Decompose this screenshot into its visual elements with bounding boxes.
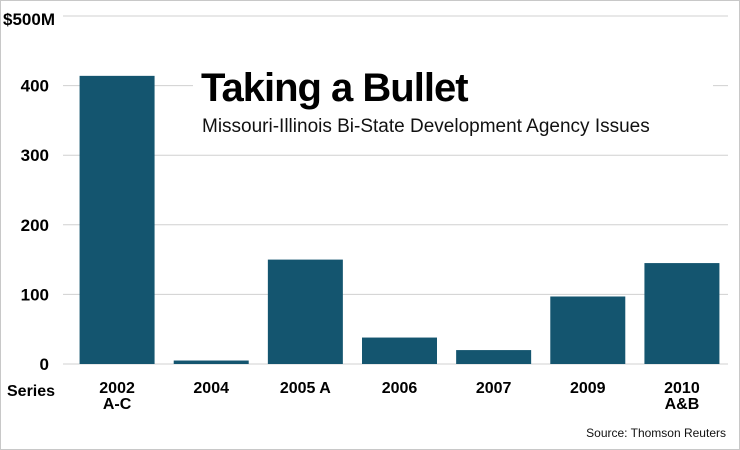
y-tick-label: 0 [40, 355, 49, 374]
x-axis-category-labels: 2002 A-C 2004 2005 A 2006 2007 2009 2010 A&B [99, 380, 700, 413]
chart-subtitle: Missouri-Illinois Bi-State Development A… [202, 116, 650, 137]
x-category-label: 2007 [476, 380, 512, 397]
bar [79, 75, 155, 364]
bar [644, 263, 720, 364]
y-tick-label: 300 [21, 146, 49, 165]
x-category-label: 2005 A [280, 380, 331, 397]
x-category-label: 2010 A&B [664, 380, 700, 413]
bar [173, 360, 249, 364]
y-tick-label: 100 [21, 285, 49, 304]
x-axis-label: Series [7, 383, 55, 400]
title-background [193, 56, 713, 146]
x-category-label: 2002 A-C [99, 380, 135, 413]
bar [456, 350, 532, 364]
x-category-label: 2006 [382, 380, 418, 397]
x-category-label: 2004 [193, 380, 229, 397]
y-axis-unit-label: $500M [3, 10, 55, 29]
y-axis-tick-labels: 0 100 200 300 400 [21, 77, 49, 374]
y-tick-label: 400 [21, 77, 49, 96]
x-category-label: 2009 [570, 380, 606, 397]
chart-title: Taking a Bullet [201, 66, 468, 110]
bar [550, 296, 626, 364]
source-note: Source: Thomson Reuters [586, 426, 726, 440]
bars [79, 75, 720, 364]
bar [267, 259, 343, 364]
y-tick-label: 200 [21, 216, 49, 235]
bar [362, 337, 437, 364]
